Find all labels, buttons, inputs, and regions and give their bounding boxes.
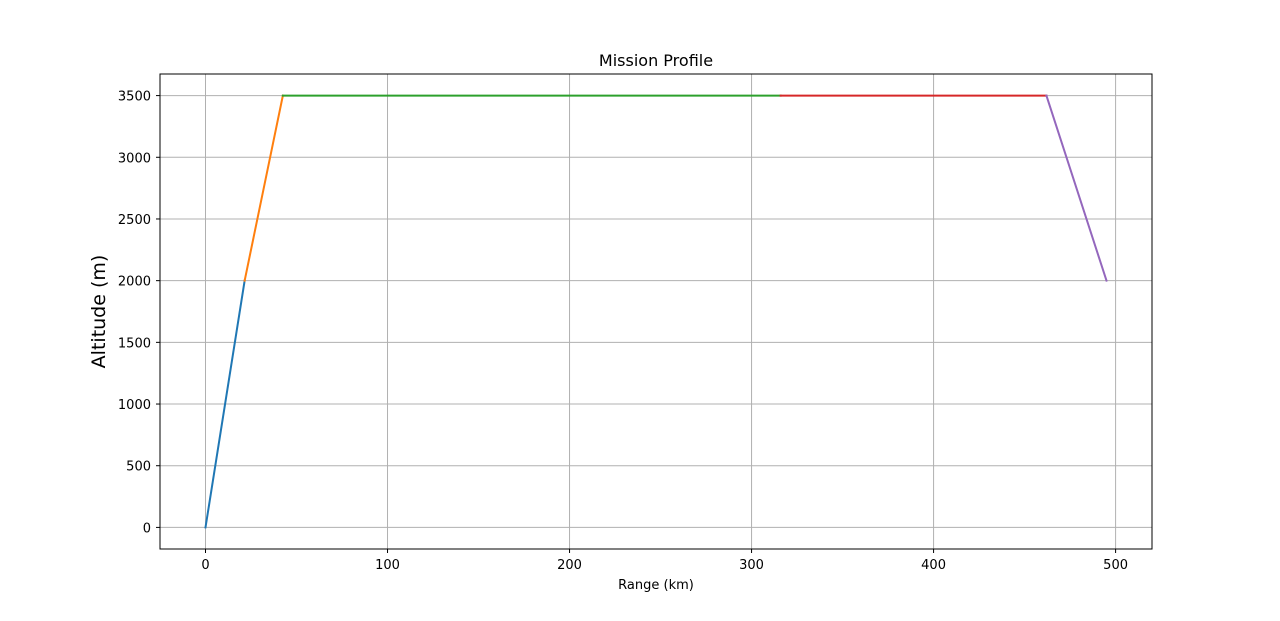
y-tick-label: 0 [143,521,151,536]
y-tick-label: 1500 [118,336,151,351]
x-tick-label: 300 [739,558,764,573]
series-line-5 [1045,94,1108,282]
x-tick-label: 400 [921,558,946,573]
y-tick-label: 3500 [118,90,151,105]
x-tick-label: 100 [375,558,400,573]
y-tick-label: 2000 [118,275,151,290]
x-tick-label: 200 [557,558,582,573]
series-line-2 [243,94,285,282]
series-line-1 [204,279,246,529]
y-tick-label: 500 [126,460,151,475]
chart-title: Mission Profile [599,51,713,70]
y-tick-label: 2500 [118,213,151,228]
y-axis-label: Altitude (m) [88,255,110,369]
plot-frame [159,73,1153,550]
x-tick-label: 0 [201,558,209,573]
x-tick-label: 500 [1103,558,1128,573]
y-tick-label: 3000 [118,151,151,166]
y-tick-label: 1000 [118,398,151,413]
x-axis-label: Range (km) [618,578,694,593]
tick-layer: 0 100 200 300 400 500 0 500 1000 1500 2000 2500 3000… [118,90,1128,573]
series-layer [204,94,1108,529]
